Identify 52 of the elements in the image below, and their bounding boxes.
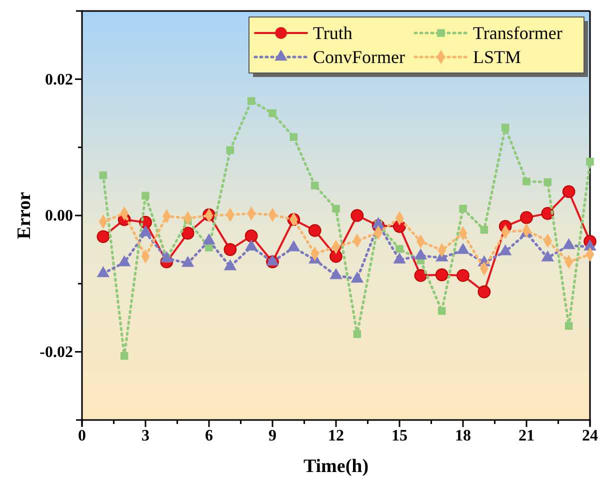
x-tick-label: 18 bbox=[455, 427, 471, 444]
point bbox=[414, 269, 428, 282]
legend-label: Transformer bbox=[473, 23, 562, 43]
x-tick-label: 15 bbox=[392, 427, 408, 444]
point bbox=[226, 146, 234, 154]
point bbox=[520, 211, 533, 224]
point bbox=[181, 226, 194, 240]
point bbox=[205, 244, 213, 252]
point bbox=[330, 250, 342, 263]
point bbox=[99, 171, 108, 180]
point bbox=[290, 133, 298, 141]
y-axis-title: Error bbox=[14, 191, 35, 240]
point bbox=[332, 204, 340, 213]
x-tick-label: 21 bbox=[518, 427, 534, 444]
point bbox=[522, 178, 530, 186]
legend-label: ConvFormer bbox=[313, 47, 405, 67]
x-tick-label: 0 bbox=[78, 427, 86, 444]
point bbox=[142, 192, 150, 200]
point bbox=[224, 243, 237, 256]
point bbox=[310, 182, 319, 190]
point bbox=[562, 185, 576, 198]
point bbox=[396, 245, 404, 253]
point bbox=[541, 207, 554, 220]
point bbox=[350, 209, 364, 222]
x-tick-label: 24 bbox=[582, 427, 598, 444]
point bbox=[96, 230, 110, 244]
point bbox=[544, 178, 552, 186]
point bbox=[247, 97, 256, 105]
point bbox=[435, 268, 448, 282]
x-tick-label: 6 bbox=[205, 427, 213, 444]
x-tick-label: 3 bbox=[142, 427, 150, 444]
x-axis-title: Time(h) bbox=[303, 456, 369, 477]
point bbox=[353, 330, 362, 338]
legend-label: Truth bbox=[313, 23, 352, 43]
point bbox=[501, 124, 510, 132]
point bbox=[456, 269, 470, 282]
point bbox=[586, 158, 594, 166]
point bbox=[478, 285, 491, 298]
point bbox=[459, 204, 467, 213]
legend-label: LSTM bbox=[473, 47, 522, 67]
point bbox=[480, 226, 488, 234]
point bbox=[120, 352, 128, 360]
y-tick-label: 0.00 bbox=[45, 208, 73, 225]
y-tick-label: 0.02 bbox=[45, 71, 73, 88]
point bbox=[244, 230, 258, 242]
x-tick-label: 12 bbox=[328, 427, 344, 444]
y-tick-label: -0.02 bbox=[40, 344, 73, 361]
point bbox=[268, 109, 276, 118]
point bbox=[564, 322, 573, 330]
x-tick-label: 9 bbox=[268, 427, 276, 444]
point bbox=[438, 307, 446, 315]
point bbox=[308, 224, 322, 237]
